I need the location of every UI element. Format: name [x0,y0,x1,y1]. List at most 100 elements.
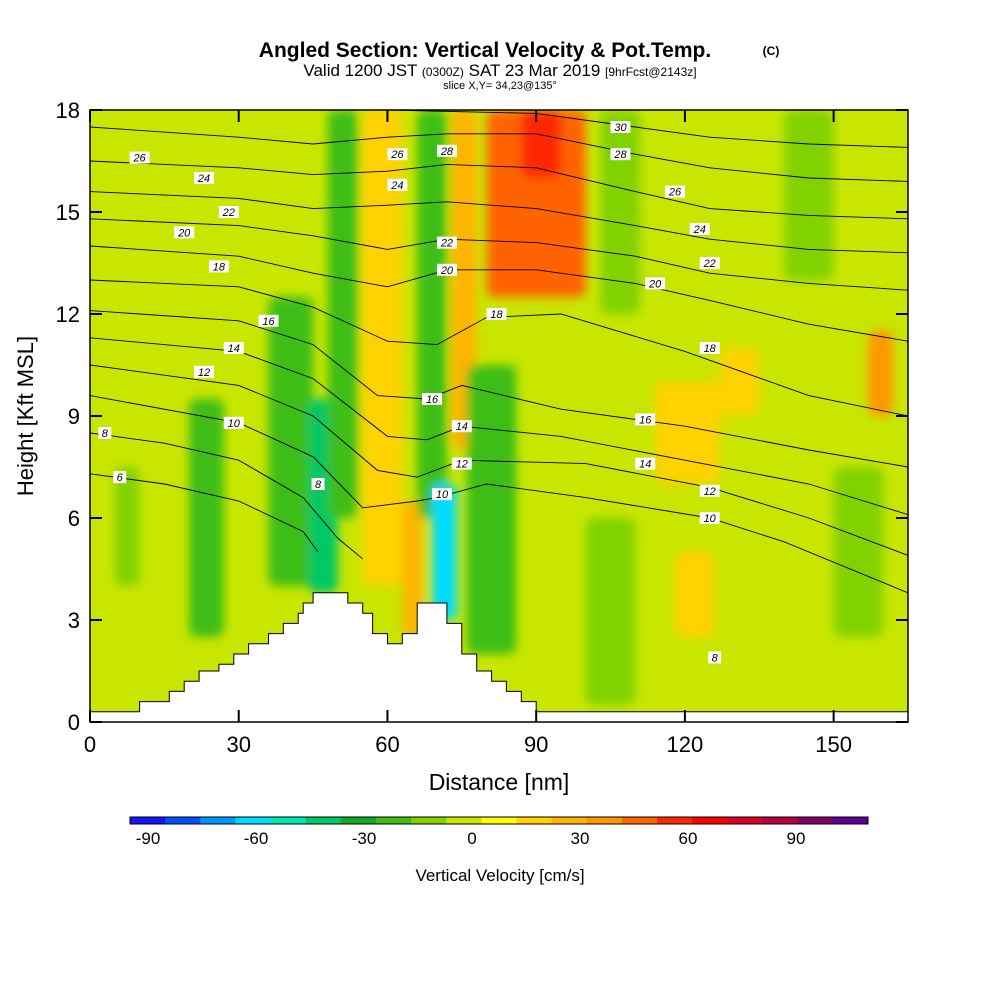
velocity-cell [521,110,561,178]
colorbar-swatch [762,817,799,824]
isentrope-label: 8 [102,428,109,440]
colorbar-swatch [692,817,728,824]
isentrope-6 [90,473,319,553]
isentrope-label-box [98,427,112,439]
isentrope-22 [90,218,908,291]
isentrope-label-box [610,121,631,133]
colorbar-swatch [340,817,377,824]
x-tick-label: 60 [375,732,399,757]
isentrope-label: 24 [693,224,706,236]
velocity-cell [362,110,403,586]
isentrope-label: 14 [228,343,240,355]
colorbar-frame [129,816,869,825]
colorbar-tick-label: 30 [571,829,590,848]
isentrope-label-box [311,478,325,490]
chart-title-tag: (C) [763,44,780,58]
colorbar-swatch [235,817,272,824]
velocity-cell [674,552,715,637]
isentrope-24 [90,191,908,254]
isentrope-label: 24 [390,180,403,192]
isentrope-label-box [174,226,195,239]
isentrope-label: 30 [614,122,627,134]
isentrope-30 [387,110,908,148]
colorbar-tick-label: 60 [679,829,698,848]
isentrope-label: 14 [639,459,651,471]
isentrope-label-box [664,185,685,198]
isentrope-label: 14 [456,421,468,433]
velocity-cell [114,467,140,586]
isentrope-label: 26 [668,187,682,199]
isentrope-12 [90,364,908,556]
isentrope-label-box [258,314,279,327]
x-axis-label: Distance [nm] [429,769,570,795]
colorbar-swatch [376,817,412,824]
isentrope-label: 10 [228,418,241,430]
colorbar-swatch [622,817,658,824]
isentrope-label-box [689,223,710,235]
isentrope-label: 16 [639,414,652,426]
isentrope-label-box [635,457,656,470]
y-tick-label: 6 [68,506,80,531]
isentrope-label-box [431,488,452,501]
x-tick-label: 120 [667,732,704,757]
isentrope-18 [90,279,908,417]
colorbar-tick-label: -30 [352,829,377,848]
colorbar-swatch [411,817,447,824]
velocity-cell [327,110,358,518]
isentrope-label: 12 [704,486,716,498]
isentrope-8 [90,432,363,560]
velocity-cell [600,110,641,314]
velocity-cell [417,110,447,518]
colorbar-swatch [551,817,588,824]
isentrope-label: 12 [456,459,468,471]
subtitle-date: SAT 23 Mar 2019 [469,61,601,80]
isentrope-16 [90,310,908,468]
isentrope-label-box [699,257,720,269]
isentrope-label: 22 [703,258,716,270]
velocity-cell [833,467,884,637]
isentrope-28 [90,126,908,182]
isentrope-26 [90,160,908,220]
isentrope-label: 26 [132,153,146,165]
isentrope-label: 26 [390,149,404,161]
isentrope-label-box [387,178,408,191]
colorbar-swatch [797,817,834,824]
isentrope-label-box [436,144,457,157]
isentrope-label: 12 [198,367,210,379]
vertical-velocity-field [114,110,894,705]
slice-label: slice X,Y= 34,23@135° [443,80,557,92]
velocity-cell [432,484,457,620]
isentrope-label: 20 [440,265,454,277]
x-tick-label: 0 [84,732,96,757]
isentrope-label-box [208,260,229,273]
isentrope-label: 24 [197,173,210,185]
isentrope-label: 6 [117,472,124,484]
colorbar-swatch [832,817,869,824]
colorbar-swatch [446,817,482,824]
y-axis-label: Height [Kft MSL] [13,336,38,496]
colorbar-tick-label: -60 [244,829,269,848]
colorbar-swatch [516,817,553,824]
isentrope-label-box [635,413,656,426]
isentrope-label: 28 [440,146,454,158]
y-tick-label: 9 [68,404,80,429]
y-tick-label: 3 [68,608,80,633]
velocity-cell [585,518,636,705]
isentrope-label-box [194,172,215,184]
colorbar-swatch [481,817,518,824]
isentrope-label-box [699,484,720,497]
x-tick-label: 90 [524,732,548,757]
y-tick-label: 12 [56,302,80,327]
colorbar-swatch [270,817,307,824]
isentrope-label: 16 [262,316,275,328]
plot-area: 26 24 22 20 18 16 14 12 10 8 6 8 26 28 24 22 20 18 16 14 12 1… [90,110,908,722]
isentrope-label: 10 [436,489,449,501]
velocity-cell [655,382,720,484]
isentrope-label: 18 [490,309,503,321]
isentrope-label-box [708,651,722,664]
isentrope-label: 10 [704,513,717,525]
colorbar-swatch [200,817,236,824]
colorbar-tick-label: 90 [787,829,806,848]
isentrope-label: 18 [213,261,226,273]
